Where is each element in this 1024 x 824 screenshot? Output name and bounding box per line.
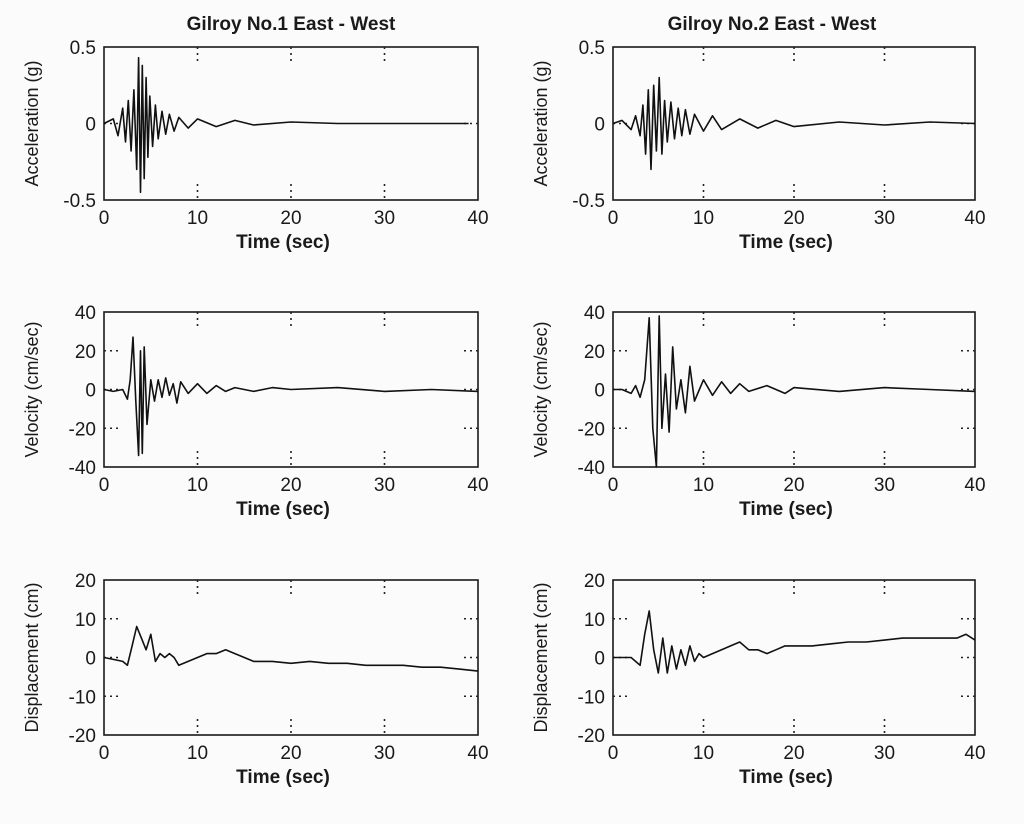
- x-tick-label: 30: [374, 208, 395, 229]
- x-tick-label: 20: [280, 475, 301, 496]
- y-tick-label: -40: [69, 458, 96, 479]
- x-tick-label: 10: [187, 208, 208, 229]
- y-tick-label: -0.5: [572, 191, 605, 212]
- y-tick-label: 10: [75, 610, 96, 631]
- series-line-1: [103, 625, 479, 672]
- series-line-1: [613, 315, 976, 468]
- y-tick-label: -10: [578, 687, 605, 708]
- x-tick-label: 30: [374, 475, 395, 496]
- y-tick-label: 0: [85, 381, 96, 402]
- x-tick-label: 30: [874, 475, 895, 496]
- x-tick-label: 0: [99, 475, 110, 496]
- x-tick-label: 40: [964, 208, 985, 229]
- x-tick-label: 40: [467, 208, 488, 229]
- y-tick-label: -20: [69, 726, 96, 747]
- y-tick-label: -0.5: [63, 191, 96, 212]
- y-tick-label: 0.5: [579, 38, 605, 59]
- y-axis-label: Velocity (cm/sec): [531, 321, 551, 457]
- x-tick-label: 40: [467, 743, 488, 764]
- x-tick-label: 20: [783, 475, 804, 496]
- y-tick-label: 20: [75, 342, 96, 363]
- x-tick-label: 10: [187, 475, 208, 496]
- x-tick-label: 40: [964, 743, 985, 764]
- x-tick-label: 0: [608, 208, 619, 229]
- y-tick-label: 0: [85, 115, 96, 136]
- x-tick-label: 40: [964, 475, 985, 496]
- y-tick-label: 40: [584, 303, 605, 324]
- chart-panel-6: 0 10 20 30 40 20 10 0 -10 -20 Time (sec) Displaceme…: [531, 571, 986, 788]
- plot-frame: [103, 579, 479, 736]
- y-tick-label: -20: [578, 726, 605, 747]
- y-tick-label: -10: [69, 687, 96, 708]
- series-line-1: [613, 610, 976, 674]
- y-tick-label: 20: [75, 571, 96, 592]
- y-tick-label: 0: [594, 115, 605, 136]
- y-tick-label: -20: [578, 419, 605, 440]
- series-line-1: [103, 336, 479, 457]
- x-axis-label: Time (sec): [236, 767, 330, 788]
- x-tick-label: 0: [99, 743, 110, 764]
- x-tick-label: 30: [374, 743, 395, 764]
- x-tick-label: 40: [467, 475, 488, 496]
- y-tick-label: 40: [75, 303, 96, 324]
- x-tick-label: 0: [99, 208, 110, 229]
- series-line-1: [103, 56, 469, 194]
- x-axis-label: Time (sec): [739, 767, 833, 788]
- y-tick-label: 0: [85, 649, 96, 670]
- chart-title: Gilroy No.2 East - West: [668, 14, 877, 35]
- y-tick-label: 20: [584, 342, 605, 363]
- chart-panel-4: 0 10 20 30 40 40 20 0 -20 -40 Time (sec) Velocity (…: [531, 303, 986, 520]
- x-tick-label: 10: [187, 743, 208, 764]
- y-axis-label: Displacement (cm): [22, 582, 42, 732]
- plot-frame: [612, 579, 976, 736]
- x-tick-label: 10: [693, 475, 714, 496]
- x-tick-label: 0: [608, 743, 619, 764]
- y-tick-label: 0: [594, 649, 605, 670]
- y-axis-label: Displacement (cm): [531, 582, 551, 732]
- chart-title: Gilroy No.1 East - West: [187, 14, 396, 35]
- x-tick-label: 20: [280, 208, 301, 229]
- y-tick-label: 10: [584, 610, 605, 631]
- x-tick-label: 0: [608, 475, 619, 496]
- x-tick-label: 30: [874, 743, 895, 764]
- x-axis-label: Time (sec): [236, 499, 330, 520]
- series-line-1: [612, 76, 976, 171]
- y-axis-label: Velocity (cm/sec): [22, 321, 42, 457]
- x-axis-label: Time (sec): [739, 499, 833, 520]
- x-tick-label: 20: [280, 743, 301, 764]
- x-tick-label: 30: [874, 208, 895, 229]
- x-tick-label: 20: [783, 743, 804, 764]
- y-tick-label: -40: [578, 458, 605, 479]
- y-tick-label: 20: [584, 571, 605, 592]
- x-tick-label: 10: [693, 743, 714, 764]
- y-tick-label: -20: [69, 419, 96, 440]
- x-axis-label: Time (sec): [236, 232, 330, 253]
- x-tick-label: 20: [783, 208, 804, 229]
- y-axis-label: Acceleration (g): [531, 60, 551, 186]
- y-axis-label: Acceleration (g): [22, 60, 42, 186]
- y-tick-label: 0: [594, 381, 605, 402]
- chart-panel-5: 0 10 20 30 40 20 10 0 -10 -20 Time (sec) Displaceme…: [22, 571, 489, 788]
- plot-frame: [612, 46, 976, 201]
- x-axis-label: Time (sec): [739, 232, 833, 253]
- chart-panel-3: 0 10 20 30 40 40 20 0 -20 -40 Time (sec) Velocity (…: [22, 303, 489, 520]
- x-tick-label: 10: [693, 208, 714, 229]
- y-tick-label: 0.5: [70, 38, 96, 59]
